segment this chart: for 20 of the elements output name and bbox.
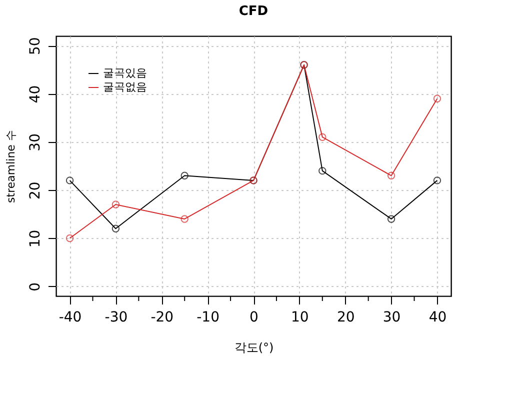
legend-label: 굴곡없음 [103, 80, 147, 94]
y-axis-title: streamline 수 [4, 130, 18, 203]
x-axis-title: 각도(°) [234, 340, 274, 354]
y-tick-label: 20 [28, 182, 44, 200]
x-tick-label: 10 [291, 310, 309, 326]
x-tick-label: 30 [382, 310, 401, 326]
y-tick-label: 10 [28, 230, 44, 248]
x-tick-label: 0 [250, 310, 258, 326]
x-tick-label: 40 [428, 310, 447, 326]
y-tick-label: 0 [28, 282, 44, 292]
y-tick-label: 30 [28, 134, 44, 152]
chart-title: CFD [238, 4, 268, 19]
y-tick-label: 40 [28, 85, 44, 104]
x-tick-label: -10 [196, 310, 220, 326]
x-tick-label: -20 [150, 310, 174, 326]
x-tick-label: 20 [336, 310, 355, 326]
y-tick-label: 50 [28, 37, 44, 56]
x-tick-label: -30 [104, 310, 128, 326]
x-tick-label: -40 [58, 310, 82, 326]
legend-label: 굴곡있음 [103, 66, 147, 80]
